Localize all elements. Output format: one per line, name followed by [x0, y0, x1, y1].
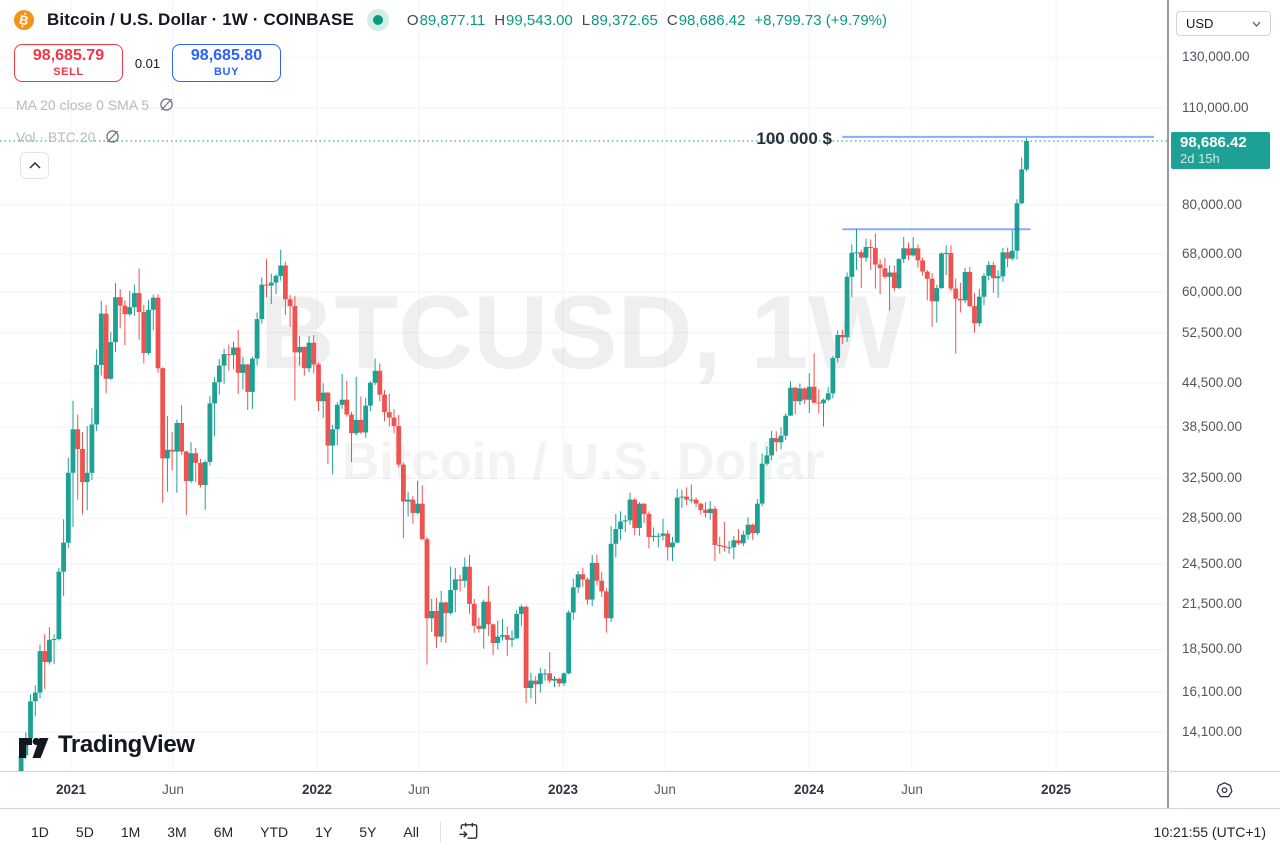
range-button-all[interactable]: All: [403, 823, 419, 840]
price-tick-label: 21,500.00: [1182, 596, 1243, 611]
price-tick-label: 14,100.00: [1182, 724, 1243, 739]
candlestick-series: [18, 138, 1029, 771]
last-price-badge: 98,686.42 2d 15h: [1171, 132, 1270, 169]
price-level-label: 100 000 $: [756, 129, 832, 148]
toolbar-divider: [439, 820, 441, 843]
indicator-legend-vol[interactable]: Vol · BTC 20: [16, 128, 121, 145]
price-change: +8,799.73 (+9.79%): [754, 11, 888, 29]
date-range-switcher: 1D 5D 1M 3M 6M YTD 1Y 5Y All: [24, 820, 426, 844]
price-tick-label: 44,500.00: [1182, 375, 1243, 390]
time-axis-label: 2025: [1040, 782, 1072, 797]
bar-countdown: 2d 15h: [1180, 151, 1220, 166]
symbol-title[interactable]: Bitcoin / U.S. Dollar · 1W · COINBASE: [47, 10, 354, 29]
time-axis[interactable]: 2021 Jun 2022 Jun 2023 Jun 2024 Jun 2025: [0, 771, 1167, 808]
chart-canvas[interactable]: BTCUSD, 1W Bitcoin / U.S. Dollar 100 000…: [0, 0, 1167, 771]
time-axis-label: Jun: [162, 782, 184, 797]
buy-label: BUY: [213, 65, 240, 78]
price-tick-label: 68,000.00: [1182, 246, 1243, 261]
tradingview-logo[interactable]: TradingView: [18, 731, 195, 759]
trade-panel: 98,685.79 SELL 0.01 98,685.80 BUY: [14, 44, 281, 82]
currency-select[interactable]: USD: [1176, 11, 1271, 36]
time-axis-label: 2024: [793, 782, 825, 797]
last-price-value: 98,686.42: [1180, 134, 1247, 151]
buy-price: 98,685.80: [190, 47, 263, 65]
time-axis-label: 2022: [301, 782, 333, 797]
indicator-legend-ma[interactable]: MA 20 close 0 SMA 5: [16, 96, 175, 113]
range-button-1m[interactable]: 1M: [120, 823, 141, 840]
gear-icon[interactable]: [1214, 780, 1235, 801]
chart-pane: BTCUSD, 1W Bitcoin / U.S. Dollar 100 000…: [0, 0, 1167, 771]
bitcoin-icon: B: [14, 10, 34, 30]
sell-button[interactable]: 98,685.79 SELL: [14, 44, 123, 82]
price-tick-label: 16,100.00: [1182, 684, 1243, 699]
price-axis[interactable]: USD 130,000.00 110,000.00 80,000.00 68,000.…: [1167, 0, 1280, 771]
range-button-5y[interactable]: 5Y: [359, 823, 377, 840]
tradingview-wordmark: TradingView: [58, 731, 195, 758]
price-tick-label: 52,500.00: [1182, 325, 1243, 340]
axis-settings-cell: [1167, 771, 1280, 808]
range-button-5d[interactable]: 5D: [75, 823, 94, 840]
price-tick-label: 24,500.00: [1182, 556, 1243, 571]
clock[interactable]: 10:21:55 (UTC+1): [1153, 823, 1266, 840]
range-button-3m[interactable]: 3M: [167, 823, 187, 840]
svg-text:B: B: [18, 13, 30, 29]
spread-value: 0.01: [134, 55, 161, 71]
ohlc-values: O89,877.11 H99,543.00 L89,372.65 C98,686.42…: [407, 12, 887, 29]
go-to-date-icon: [459, 822, 478, 839]
price-tick-label: 60,000.00: [1182, 284, 1243, 299]
price-tick-label: 32,500.00: [1182, 470, 1243, 485]
price-tick-label: 110,000.00: [1182, 100, 1249, 115]
chevron-up-icon: [28, 162, 41, 169]
tradingview-mark-icon: [19, 737, 49, 758]
eye-slash-icon[interactable]: [158, 96, 175, 113]
watermark-symbol: BTCUSD, 1W: [259, 275, 907, 391]
indicator-vol-label: Vol · BTC 20: [16, 128, 96, 145]
price-tick-label: 38,500.00: [1182, 419, 1243, 434]
indicator-ma-label: MA 20 close 0 SMA 5: [16, 96, 150, 113]
time-axis-label: Jun: [901, 782, 923, 797]
go-to-date-button[interactable]: [453, 818, 485, 846]
collapse-legend-button[interactable]: [20, 152, 49, 179]
bottom-toolbar: 1D 5D 1M 3M 6M YTD 1Y 5Y All 10:21:55 (UTC+1): [0, 808, 1280, 854]
price-tick-label: 130,000.00: [1182, 49, 1250, 64]
chevron-down-icon: [1252, 21, 1261, 27]
sell-label: SELL: [53, 65, 84, 78]
price-tick-label: 28,500.00: [1182, 510, 1243, 525]
chart-legend: B Bitcoin / U.S. Dollar · 1W · COINBASE …: [14, 9, 887, 31]
ohlc-segment: H99,543.00: [494, 11, 573, 29]
time-axis-label: Jun: [654, 782, 676, 797]
price-tick-label: 80,000.00: [1182, 197, 1243, 212]
currency-value: USD: [1186, 16, 1214, 31]
horizontal-line-drawings[interactable]: [842, 135, 1154, 231]
ohlc-segment: O89,877.11: [406, 11, 486, 29]
eye-slash-icon[interactable]: [104, 128, 121, 145]
price-tick-label: 18,500.00: [1182, 641, 1243, 656]
market-open-status-icon[interactable]: [366, 9, 389, 31]
watermark-description: Bitcoin / U.S. Dollar: [342, 433, 825, 491]
ohlc-segment: L89,372.65: [581, 11, 658, 29]
time-axis-label: 2023: [547, 782, 579, 797]
range-button-1y[interactable]: 1Y: [315, 823, 333, 840]
range-button-ytd[interactable]: YTD: [260, 823, 289, 840]
range-button-6m[interactable]: 6M: [213, 823, 234, 840]
range-button-1d[interactable]: 1D: [31, 823, 49, 840]
buy-button[interactable]: 98,685.80 BUY: [172, 44, 281, 82]
time-axis-label: 2021: [55, 782, 87, 797]
ohlc-segment: C98,686.42: [666, 11, 746, 29]
sell-price: 98,685.79: [32, 47, 105, 65]
time-axis-label: Jun: [408, 782, 430, 797]
